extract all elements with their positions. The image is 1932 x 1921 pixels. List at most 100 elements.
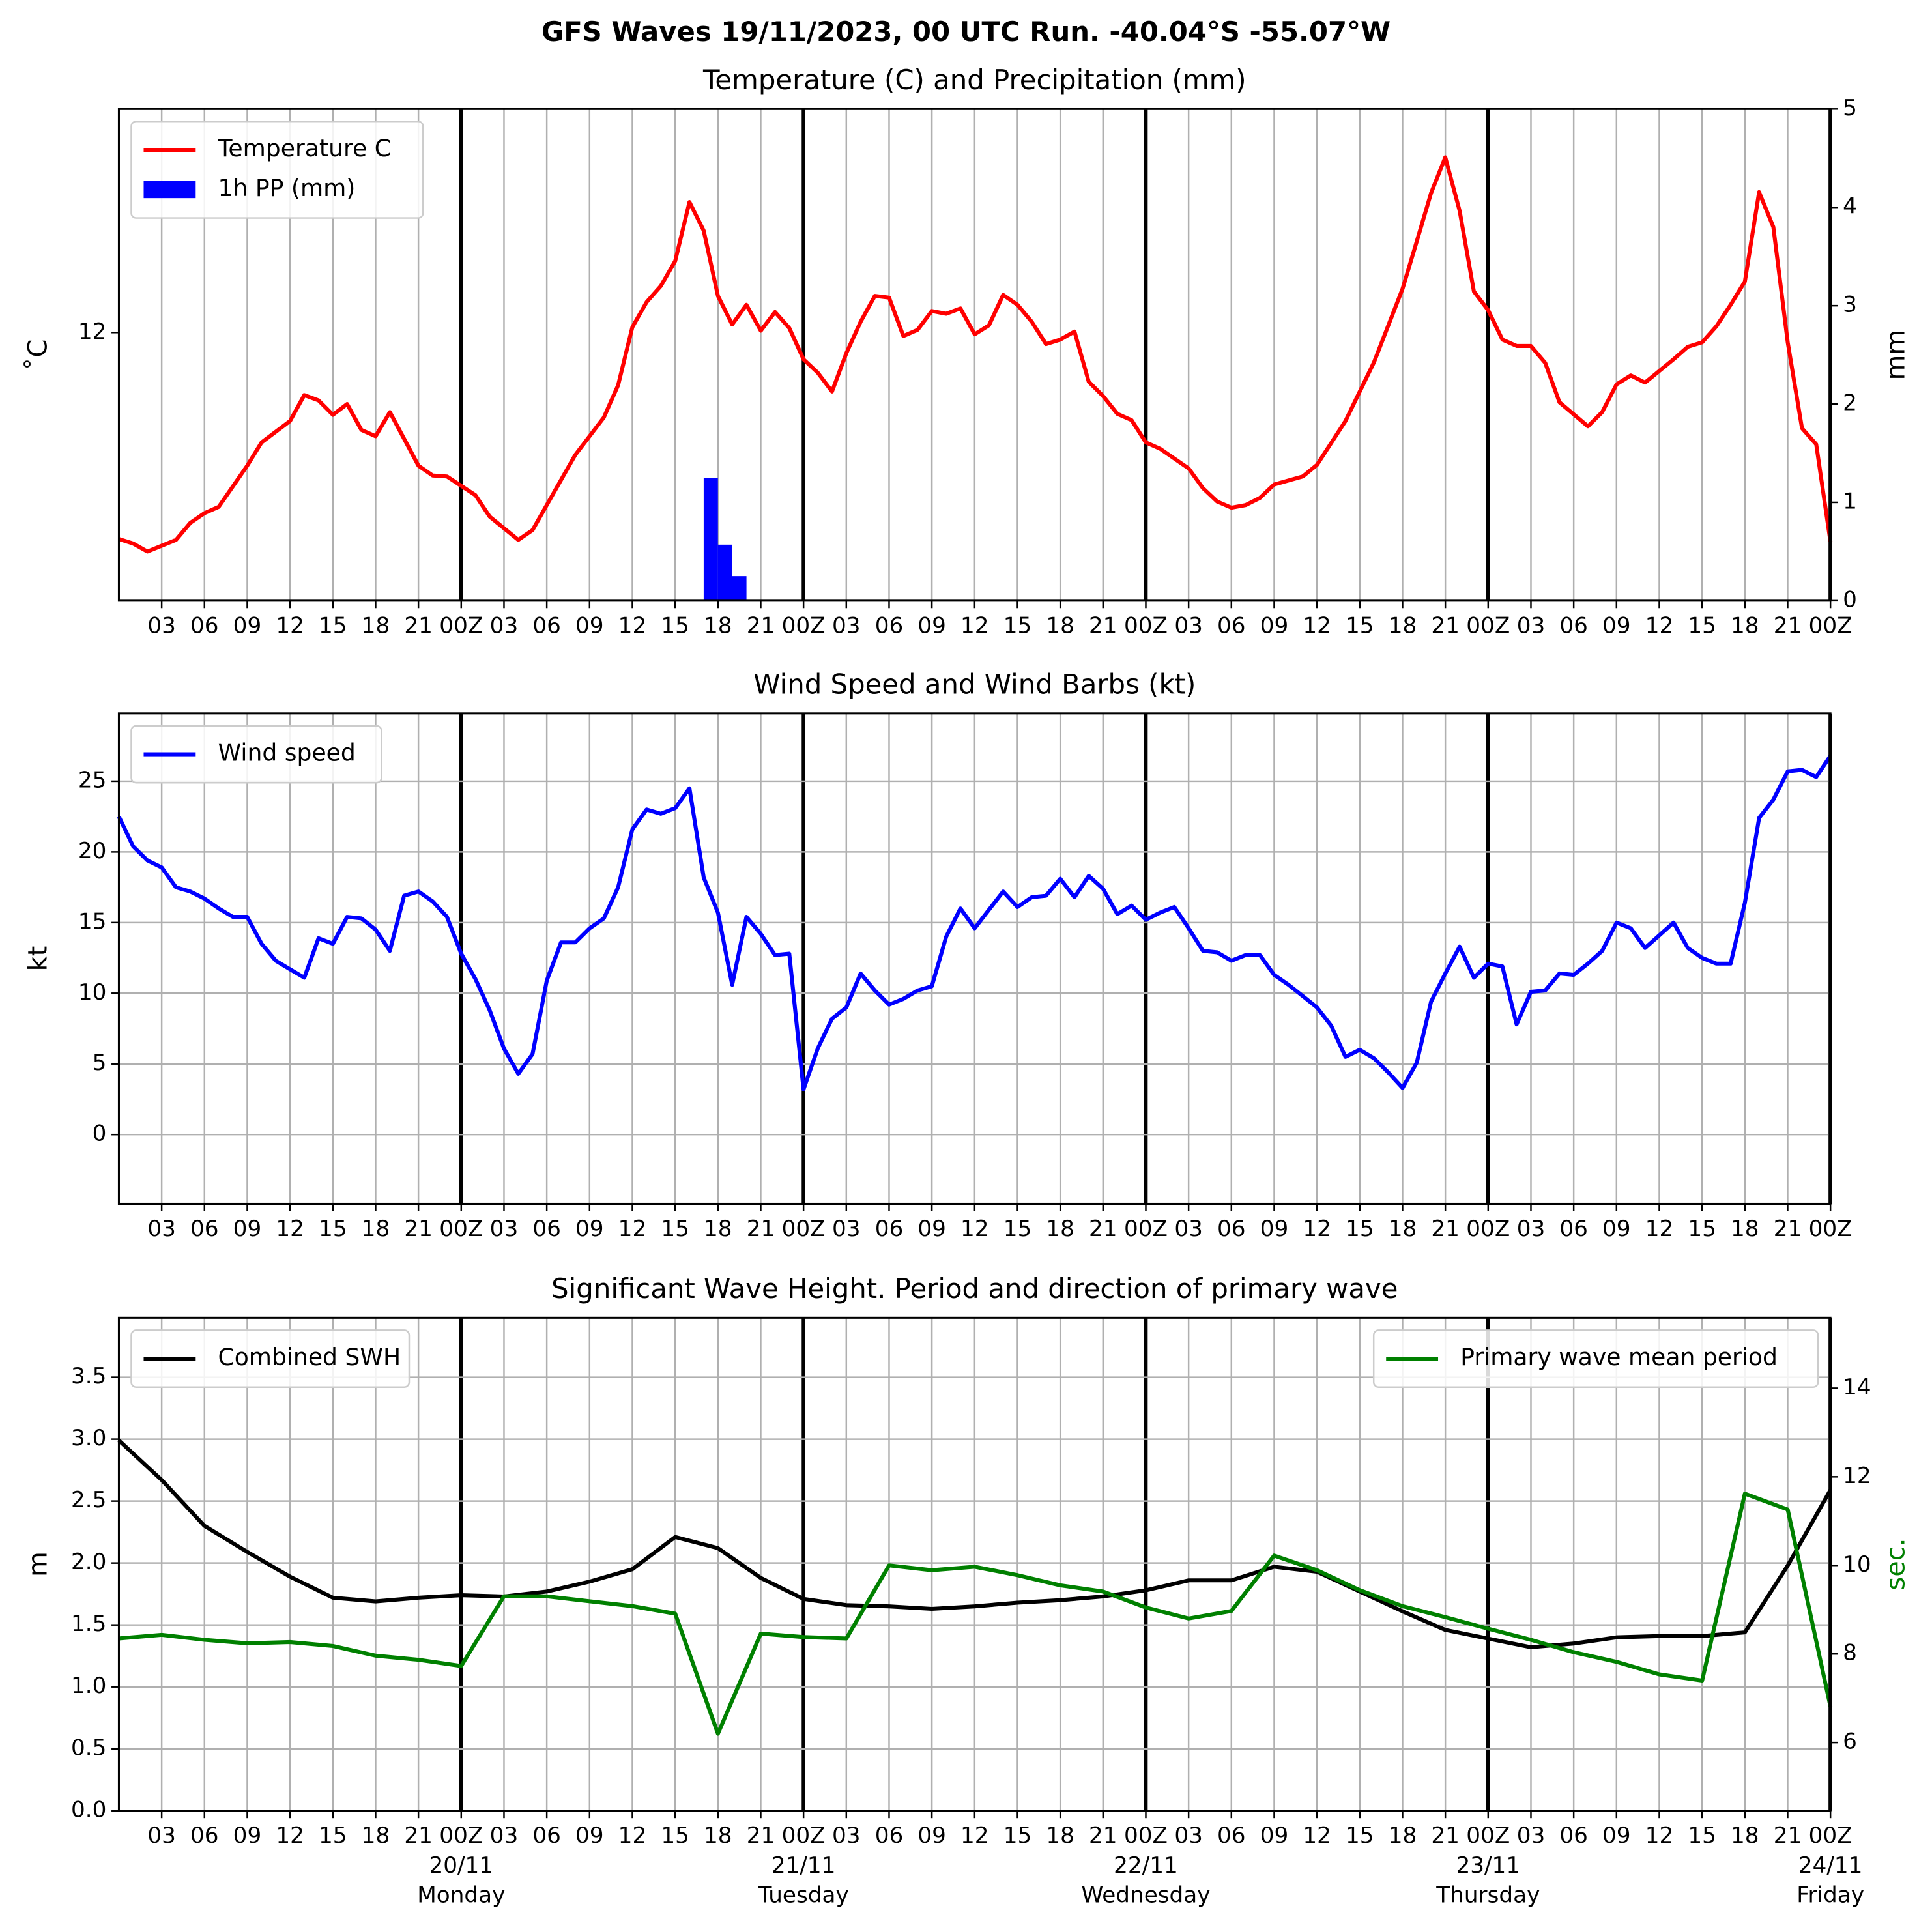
x-tick-label: 15 bbox=[1346, 1823, 1374, 1849]
x-tick-label: 21 bbox=[404, 1216, 433, 1242]
x-tick-label: 00Z bbox=[1124, 1823, 1168, 1849]
x-tick-label: 21 bbox=[1089, 613, 1117, 639]
x-tick-label: 15 bbox=[1003, 613, 1032, 639]
x-tick-label: 12 bbox=[960, 613, 989, 639]
x-tick-label: 03 bbox=[147, 613, 176, 639]
x-tick-label: 18 bbox=[704, 613, 732, 639]
x-tick-label: 18 bbox=[362, 613, 390, 639]
y-tick-label: 3.0 bbox=[71, 1425, 106, 1451]
x-tick-label: 09 bbox=[917, 613, 946, 639]
x-tick-label: 21 bbox=[1431, 1823, 1460, 1849]
x-tick-label: 18 bbox=[362, 1216, 390, 1242]
y-tick-label: 20 bbox=[78, 838, 107, 864]
chart-subtitle: Temperature (C) and Precipitation (mm) bbox=[702, 64, 1247, 96]
x-tick-label: 06 bbox=[1217, 1216, 1246, 1242]
y2-tick-label: 5 bbox=[1843, 95, 1857, 121]
x-tick-label: 12 bbox=[1645, 1823, 1674, 1849]
x-tick-label: 03 bbox=[832, 613, 861, 639]
x-tick-label: 00Z bbox=[1124, 613, 1168, 639]
day-label: Monday bbox=[417, 1882, 505, 1908]
precip-bar bbox=[717, 544, 732, 601]
y2-tick-label: 1 bbox=[1843, 488, 1857, 514]
x-tick-label: 09 bbox=[233, 1823, 262, 1849]
day-label: Friday bbox=[1796, 1882, 1864, 1908]
x-tick-label: 06 bbox=[875, 1216, 904, 1242]
x-tick-label: 18 bbox=[1389, 613, 1417, 639]
y2-tick-label: 6 bbox=[1843, 1729, 1857, 1755]
x-tick-label: 18 bbox=[362, 1823, 390, 1849]
x-tick-label: 00Z bbox=[1466, 1216, 1510, 1242]
x-tick-label: 03 bbox=[490, 1823, 519, 1849]
chart-subtitle: Significant Wave Height. Period and dire… bbox=[551, 1273, 1398, 1305]
x-tick-label: 15 bbox=[319, 1823, 347, 1849]
x-tick-label: 12 bbox=[1303, 1216, 1331, 1242]
legend-box bbox=[130, 1329, 411, 1389]
x-tick-label: 00Z bbox=[439, 613, 483, 639]
y-tick-label: 1.0 bbox=[71, 1673, 106, 1699]
x-tick-label: 00Z bbox=[782, 1823, 826, 1849]
x-tick-label: 09 bbox=[1260, 613, 1289, 639]
series-line bbox=[119, 1492, 1833, 1736]
x-tick-label: 09 bbox=[1260, 1216, 1289, 1242]
x-tick-label: 18 bbox=[704, 1823, 732, 1849]
series-line bbox=[117, 1439, 1832, 1649]
y-tick-label: 0.5 bbox=[71, 1735, 106, 1761]
y-tick-label: 10 bbox=[78, 979, 107, 1005]
y2-tick-label: 4 bbox=[1843, 194, 1857, 220]
x-tick-label: 09 bbox=[1260, 1823, 1289, 1849]
x-tick-label: 15 bbox=[1003, 1823, 1032, 1849]
legend-label: Combined SWH bbox=[218, 1343, 401, 1371]
x-tick-label: 06 bbox=[1559, 1823, 1588, 1849]
x-tick-label: 03 bbox=[1174, 1216, 1203, 1242]
x-tick-label: 12 bbox=[276, 1823, 304, 1849]
x-tick-label: 00Z bbox=[782, 1216, 826, 1242]
y-tick-label: 25 bbox=[78, 767, 107, 793]
legend-box bbox=[130, 725, 382, 784]
x-tick-label: 00Z bbox=[439, 1823, 483, 1849]
x-tick-label: 06 bbox=[190, 1823, 219, 1849]
x-tick-label: 06 bbox=[190, 1216, 219, 1242]
x-tick-label: 00Z bbox=[1466, 1823, 1510, 1849]
y-tick-label: 0.0 bbox=[71, 1797, 106, 1823]
x-tick-label: 18 bbox=[1731, 1823, 1759, 1849]
x-tick-label: 12 bbox=[1645, 613, 1674, 639]
x-tick-label: 09 bbox=[1602, 1823, 1631, 1849]
x-tick-label: 12 bbox=[618, 1216, 647, 1242]
y-tick-label: 12 bbox=[78, 319, 107, 345]
x-tick-label: 00Z bbox=[1809, 1216, 1853, 1242]
x-tick-label: 21 bbox=[404, 1823, 433, 1849]
y-tick-label: 1.5 bbox=[71, 1611, 106, 1637]
x-tick-label: 06 bbox=[875, 1823, 904, 1849]
x-tick-label: 06 bbox=[1217, 1823, 1246, 1849]
y2-tick-label: 0 bbox=[1843, 586, 1857, 613]
date-label: 24/11 bbox=[1798, 1853, 1863, 1879]
x-tick-label: 09 bbox=[917, 1823, 946, 1849]
x-tick-label: 06 bbox=[190, 613, 219, 639]
x-tick-label: 18 bbox=[1046, 1216, 1074, 1242]
y2-tick-label: 12 bbox=[1843, 1463, 1871, 1489]
x-tick-label: 12 bbox=[618, 613, 647, 639]
x-tick-label: 12 bbox=[1303, 613, 1331, 639]
date-label: 20/11 bbox=[429, 1853, 494, 1879]
x-tick-label: 12 bbox=[618, 1823, 647, 1849]
x-tick-label: 15 bbox=[661, 613, 689, 639]
x-tick-label: 06 bbox=[532, 1216, 561, 1242]
series-line bbox=[117, 755, 1832, 1091]
y2-tick-label: 3 bbox=[1843, 292, 1857, 318]
x-tick-label: 03 bbox=[490, 1216, 519, 1242]
x-tick-label: 00Z bbox=[439, 1216, 483, 1242]
x-tick-label: 21 bbox=[1774, 613, 1802, 639]
x-tick-label: 03 bbox=[147, 1823, 176, 1849]
y-tick-label: 15 bbox=[78, 908, 107, 934]
x-tick-label: 21 bbox=[747, 613, 775, 639]
page-title: GFS Waves 19/11/2023, 00 UTC Run. -40.04… bbox=[541, 16, 1391, 48]
y2-axis-label: sec. bbox=[1881, 1538, 1910, 1591]
day-label: Wednesday bbox=[1081, 1882, 1210, 1908]
x-tick-label: 21 bbox=[747, 1823, 775, 1849]
x-tick-label: 06 bbox=[532, 613, 561, 639]
x-tick-label: 09 bbox=[233, 1216, 262, 1242]
x-tick-label: 06 bbox=[1559, 613, 1588, 639]
precip-bar bbox=[732, 576, 747, 601]
x-tick-label: 15 bbox=[1346, 613, 1374, 639]
x-tick-label: 00Z bbox=[782, 613, 826, 639]
